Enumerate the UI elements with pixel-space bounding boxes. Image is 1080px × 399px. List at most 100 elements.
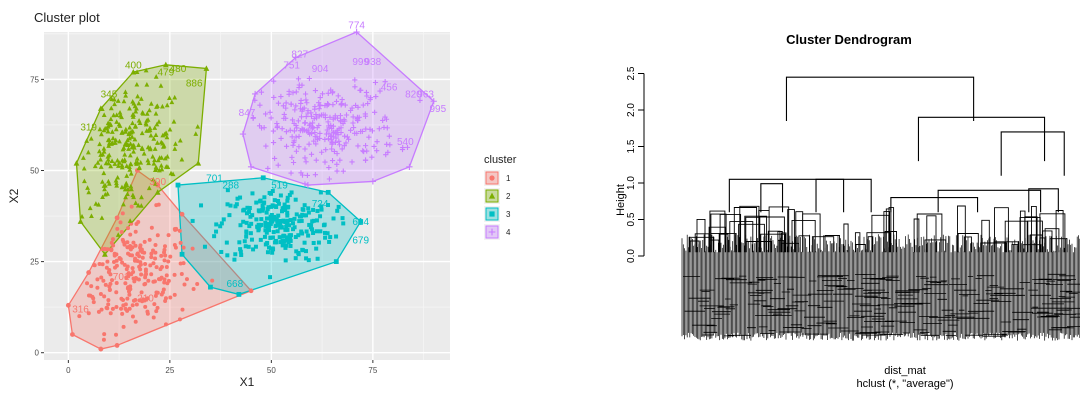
cluster-3-point — [294, 198, 298, 202]
cluster-3-point — [238, 223, 242, 227]
cluster-1-point — [120, 312, 124, 316]
cluster-1-point — [118, 256, 122, 260]
cluster-1-point-label: 210 — [137, 294, 154, 305]
cluster-3-point — [271, 246, 275, 250]
cluster-3-point — [244, 231, 248, 235]
cluster-3-point — [314, 247, 318, 251]
cluster-1-point — [185, 277, 189, 281]
cluster-3-point — [239, 250, 243, 254]
cluster-3-point-label: 679 — [352, 235, 369, 246]
cluster-1-point — [179, 262, 183, 266]
cluster-3-point — [317, 241, 321, 245]
cluster-3-point — [241, 208, 245, 212]
cluster-1-point — [66, 303, 71, 308]
legend-label-3: 3 — [506, 210, 511, 219]
y-tick-label: 75 — [30, 75, 39, 84]
cluster-3-point — [218, 224, 222, 228]
cluster-3-point — [303, 241, 307, 245]
dendrogram-merge — [891, 198, 978, 213]
cluster-3-point — [278, 235, 282, 239]
cluster-3-point — [327, 240, 331, 244]
cluster-1-point — [132, 299, 136, 303]
cluster-3-point — [297, 219, 301, 223]
cluster-1-point — [95, 286, 99, 290]
cluster-3-point — [300, 231, 304, 235]
cluster-1-point — [144, 272, 148, 276]
cluster-1-point-label: 701 — [113, 272, 130, 283]
cluster-3-point — [341, 221, 345, 225]
cluster-1-point — [149, 255, 153, 259]
cluster-1-point — [121, 298, 125, 302]
cluster-1-point — [125, 240, 129, 244]
cluster-1-point — [162, 287, 166, 291]
cluster-1-point — [173, 243, 177, 247]
cluster-1-point — [210, 279, 214, 283]
cluster-1-point — [131, 303, 135, 307]
cluster-1-point — [153, 243, 157, 247]
cluster-3-point — [238, 196, 242, 200]
cluster-1-point — [249, 288, 254, 293]
cluster-1-point — [115, 343, 120, 348]
cluster-1-point — [106, 302, 110, 306]
dendrogram-merge — [1001, 132, 1064, 176]
cluster-3-point — [245, 221, 249, 225]
cluster-3-point — [319, 190, 323, 194]
cluster-3-point — [249, 231, 253, 235]
dendrogram-merge — [1029, 189, 1059, 212]
x-tick-label: 0 — [66, 366, 71, 375]
cluster-3-point — [300, 213, 304, 217]
cluster-1-point — [143, 305, 147, 309]
cluster-1-point — [166, 259, 170, 263]
dendrogram-leaves — [682, 206, 1080, 341]
cluster-3-point — [332, 216, 336, 220]
cluster-1-point — [95, 277, 99, 281]
cluster-1-point — [146, 279, 150, 283]
cluster-1-point — [112, 260, 116, 264]
cluster-3-point-label: 519 — [271, 181, 288, 192]
cluster-3-point — [293, 225, 297, 229]
cluster-3-point — [270, 251, 274, 255]
cluster-1-point — [173, 273, 177, 277]
cluster-1-point — [102, 338, 106, 342]
y-axis-label: X2 — [7, 188, 21, 203]
cluster-1-point — [153, 251, 157, 255]
cluster-1-point — [110, 241, 114, 245]
x-axis-label: X1 — [240, 375, 255, 389]
cluster-3-point — [265, 241, 269, 245]
cluster-1-point — [109, 311, 113, 315]
cluster-1-point — [160, 265, 164, 269]
cluster-3-point — [259, 238, 263, 242]
cluster-1-point — [143, 262, 147, 266]
x-tick-label: 25 — [165, 366, 174, 375]
cluster-3-point — [286, 196, 290, 200]
cluster-1-point — [139, 273, 143, 277]
cluster-3-point-label: 668 — [226, 279, 243, 290]
cluster-3-point — [311, 231, 315, 235]
y-tick-label: 50 — [30, 166, 39, 175]
cluster-3-point — [265, 231, 269, 235]
height-tick-label: 1.0 — [626, 176, 637, 190]
cluster-3-point — [316, 257, 320, 261]
cluster-1-point — [130, 205, 134, 209]
cluster-1-point — [113, 266, 117, 270]
cluster-1-point — [153, 256, 157, 260]
cluster-1-point — [163, 258, 167, 262]
cluster-3-point — [214, 230, 218, 234]
y-tick-label: 0 — [35, 349, 40, 358]
cluster-3-point — [315, 229, 319, 233]
cluster-1-point — [109, 248, 113, 252]
cluster-1-point — [195, 282, 199, 286]
cluster-1-point — [152, 315, 156, 319]
cluster-1-point — [150, 226, 154, 230]
cluster-3-point — [251, 247, 255, 251]
cluster-3-point — [208, 285, 213, 290]
cluster-1-point — [173, 293, 177, 297]
cluster-3-point — [268, 275, 272, 279]
legend-marker-3 — [489, 211, 494, 216]
cluster-1-point — [134, 244, 138, 248]
y-tick-label: 25 — [30, 258, 39, 267]
cluster-1-point — [126, 264, 130, 268]
cluster-4-point-label: 456 — [381, 82, 398, 93]
